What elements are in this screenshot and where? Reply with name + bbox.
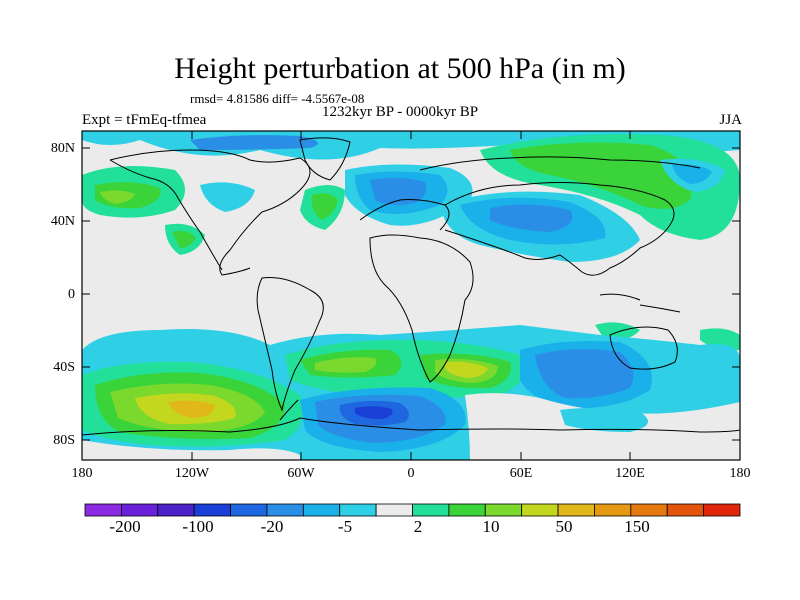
colorbar-swatch xyxy=(557,503,595,517)
colorbar-swatch xyxy=(375,503,413,517)
lat-tick-80n: 80N xyxy=(50,141,75,156)
colorbar-swatch xyxy=(230,503,268,517)
lat-tick-40n: 40N xyxy=(50,214,75,229)
colorbar-swatch xyxy=(412,503,450,517)
colorbar-label-50: 50 xyxy=(555,517,573,536)
colorbar-label-m200: -200 xyxy=(109,517,141,536)
contour-field xyxy=(82,131,740,460)
lon-tick-120e: 120E xyxy=(615,466,645,481)
colorbar-label-m20: -20 xyxy=(260,517,284,536)
colorbar xyxy=(84,503,741,517)
axis-ticks xyxy=(82,131,740,460)
colorbar-swatch xyxy=(84,503,122,517)
season-label: JJA xyxy=(719,112,742,128)
colorbar-swatch xyxy=(484,503,523,517)
colorbar-swatch xyxy=(630,503,668,517)
colorbar-swatch xyxy=(157,503,195,517)
colorbar-label-m100: -100 xyxy=(182,517,214,536)
colorbar-swatch xyxy=(266,503,304,517)
lon-tick-60e: 60E xyxy=(509,466,533,481)
lon-tick-180e: 180 xyxy=(729,466,751,481)
lat-tick-80s: 80S xyxy=(53,433,75,448)
colorbar-label-150: 150 xyxy=(624,517,650,536)
lat-tick-0: 0 xyxy=(68,287,75,302)
lon-tick-120w: 120W xyxy=(174,466,210,481)
colorbar-label-2: 2 xyxy=(413,517,423,536)
colorbar-swatch xyxy=(666,503,705,517)
colorbar-label-m5: -5 xyxy=(337,517,353,536)
colorbar-swatch xyxy=(193,503,231,517)
plot-title: Height perturbation at 500 hPa (in m) xyxy=(174,52,626,85)
colorbar-swatch xyxy=(703,503,741,517)
experiment-label: Expt = tFmEq-tfmea xyxy=(82,112,207,128)
lon-tick-0: 0 xyxy=(407,466,415,481)
lat-tick-40s: 40S xyxy=(53,360,75,375)
colorbar-swatch xyxy=(448,503,486,517)
colorbar-swatch xyxy=(521,503,559,517)
lon-tick-60w: 60W xyxy=(287,466,315,481)
colorbar-swatch xyxy=(594,503,632,517)
time-period-label: 1232kyr BP - 0000kyr BP xyxy=(322,104,479,120)
colorbar-swatch xyxy=(120,503,159,517)
colorbar-label-10: 10 xyxy=(482,517,500,536)
rmsd-diff-stats: rmsd= 4.81586 diff= -4.5567e-08 xyxy=(190,91,365,106)
colorbar-swatch xyxy=(302,503,341,517)
colorbar-swatch xyxy=(339,503,377,517)
coastlines xyxy=(82,137,740,436)
lon-tick-180w: 180 xyxy=(71,466,93,481)
